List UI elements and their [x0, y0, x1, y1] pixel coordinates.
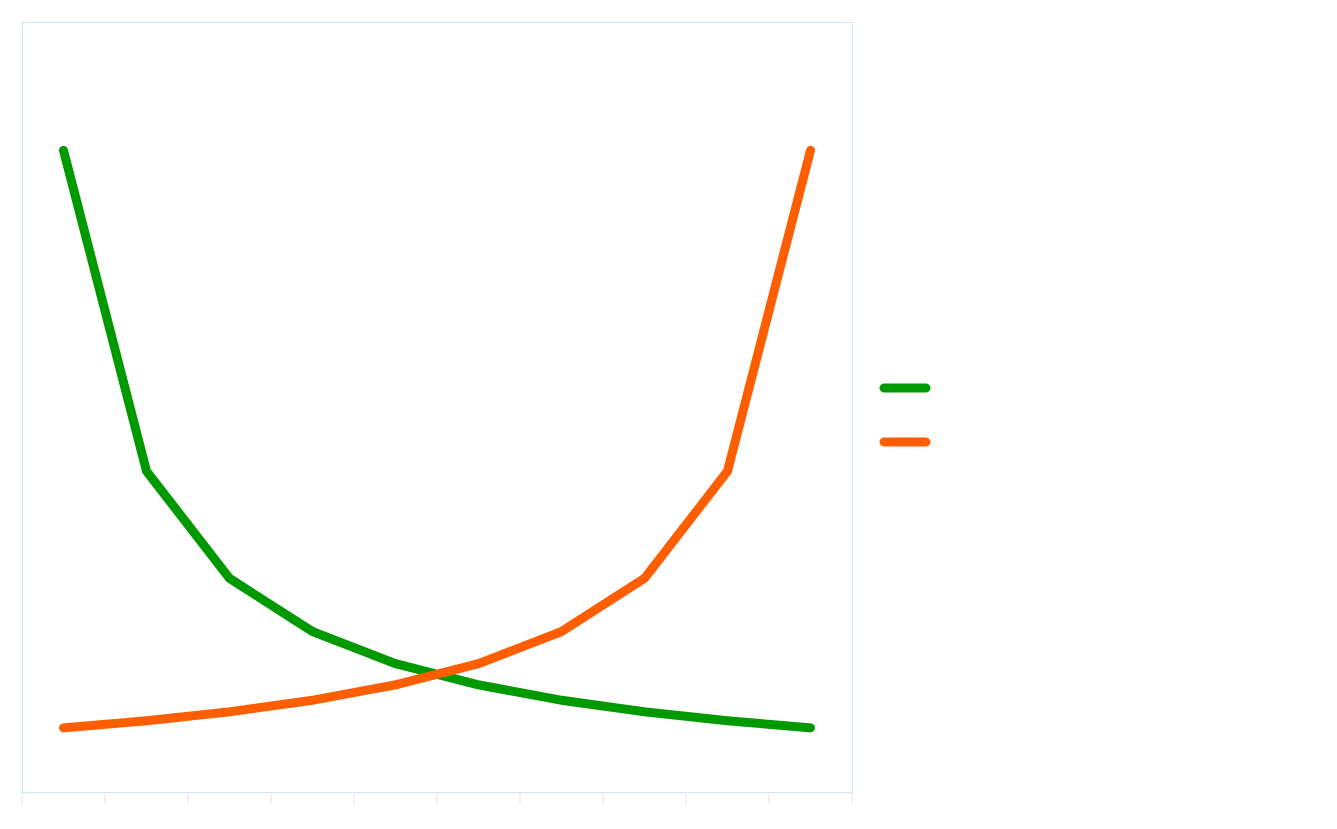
plot-area	[22, 22, 853, 793]
series-lines	[59, 145, 815, 733]
legend	[879, 383, 931, 447]
x-axis-ticks	[21, 792, 853, 804]
series-line-2	[59, 145, 815, 733]
